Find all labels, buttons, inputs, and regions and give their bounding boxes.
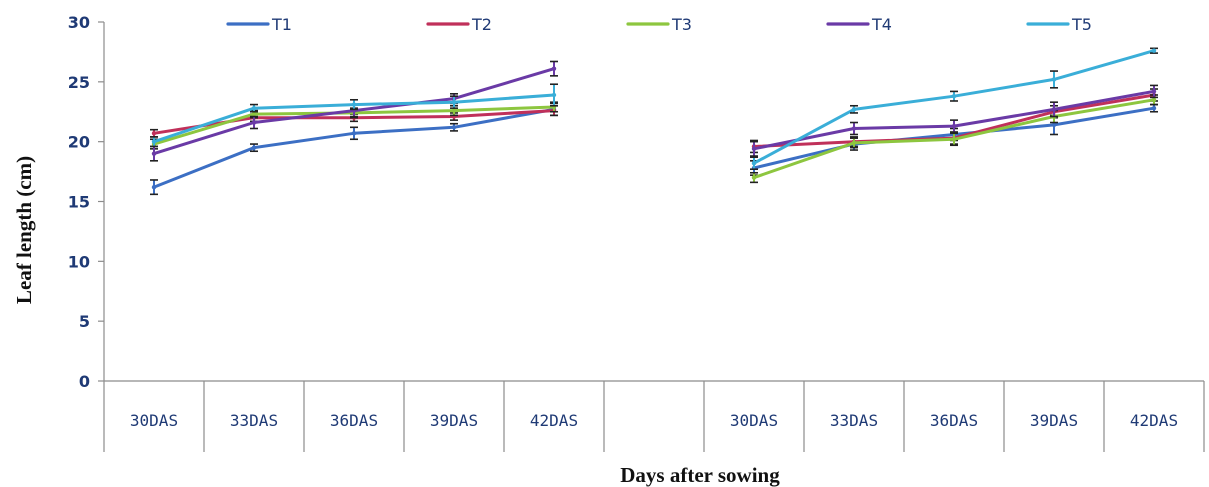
data-point xyxy=(251,105,257,111)
x-axis-categories: 30DAS 33DAS 36DAS 39DAS 42DAS 30DAS 33DAS 36DAS… xyxy=(103,381,1205,452)
legend: T1 T2 T3 T4 T5 xyxy=(226,15,1092,34)
y-tick-label: 30 xyxy=(68,13,90,32)
y-tick-label: 0 xyxy=(79,372,90,391)
x-category-label: 33DAS xyxy=(830,411,878,430)
data-point xyxy=(251,145,257,150)
data-point xyxy=(1151,89,1157,94)
x-axis-title: Days after sowing xyxy=(620,463,780,487)
data-point xyxy=(151,151,157,156)
y-tick-label: 15 xyxy=(68,193,90,212)
data-point xyxy=(1151,105,1157,111)
x-category-label: 30DAS xyxy=(130,411,178,430)
x-category-label: 39DAS xyxy=(430,411,478,430)
y-axis-ticks: 0 5 10 15 20 25 30 xyxy=(68,13,104,391)
x-category-label: 42DAS xyxy=(1130,411,1178,430)
data-point xyxy=(751,146,757,152)
legend-label: T3 xyxy=(671,15,692,34)
data-point xyxy=(1151,48,1157,53)
legend-label: T2 xyxy=(471,15,492,34)
data-point xyxy=(951,137,957,142)
data-point xyxy=(851,140,857,146)
legend-label: T4 xyxy=(871,15,892,34)
data-point xyxy=(251,111,257,117)
data-point xyxy=(451,99,457,105)
data-point xyxy=(1051,77,1057,82)
legend-item-t5: T5 xyxy=(1026,15,1092,34)
data-point xyxy=(851,126,857,131)
data-point xyxy=(451,125,457,130)
x-category-label: 39DAS xyxy=(1030,411,1078,430)
data-point xyxy=(251,120,257,125)
data-point xyxy=(351,131,357,136)
series-line-t5-group-2 xyxy=(752,49,1156,165)
data-point xyxy=(151,139,157,144)
data-point xyxy=(951,93,957,99)
legend-item-t4: T4 xyxy=(826,15,892,34)
data-point xyxy=(851,107,857,112)
y-axis-title: Leaf length (cm) xyxy=(12,156,36,304)
data-point xyxy=(1151,97,1157,102)
y-tick-label: 25 xyxy=(68,73,90,92)
data-point xyxy=(751,161,757,166)
legend-item-t2: T2 xyxy=(426,15,492,34)
x-category-label: 36DAS xyxy=(330,411,378,430)
data-point xyxy=(551,66,557,71)
x-category-label: 30DAS xyxy=(730,411,778,430)
x-category-label: 42DAS xyxy=(530,411,578,430)
data-point xyxy=(751,175,757,180)
data-point xyxy=(151,131,157,136)
y-tick-label: 20 xyxy=(68,133,90,152)
data-point xyxy=(151,184,157,190)
y-tick-label: 10 xyxy=(68,252,90,271)
data-point xyxy=(1051,122,1057,128)
series-layer xyxy=(150,47,1158,196)
legend-label: T1 xyxy=(271,15,292,34)
x-category-label: 36DAS xyxy=(930,411,978,430)
data-point xyxy=(1051,107,1057,112)
x-category-label: 33DAS xyxy=(230,411,278,430)
data-point xyxy=(551,92,557,98)
data-point xyxy=(351,102,357,107)
data-point xyxy=(951,123,957,129)
legend-item-t3: T3 xyxy=(626,15,692,34)
axes xyxy=(103,22,1204,382)
y-tick-label: 5 xyxy=(79,312,90,331)
legend-label: T5 xyxy=(1071,15,1092,34)
legend-item-t1: T1 xyxy=(226,15,292,34)
data-point xyxy=(451,108,457,113)
